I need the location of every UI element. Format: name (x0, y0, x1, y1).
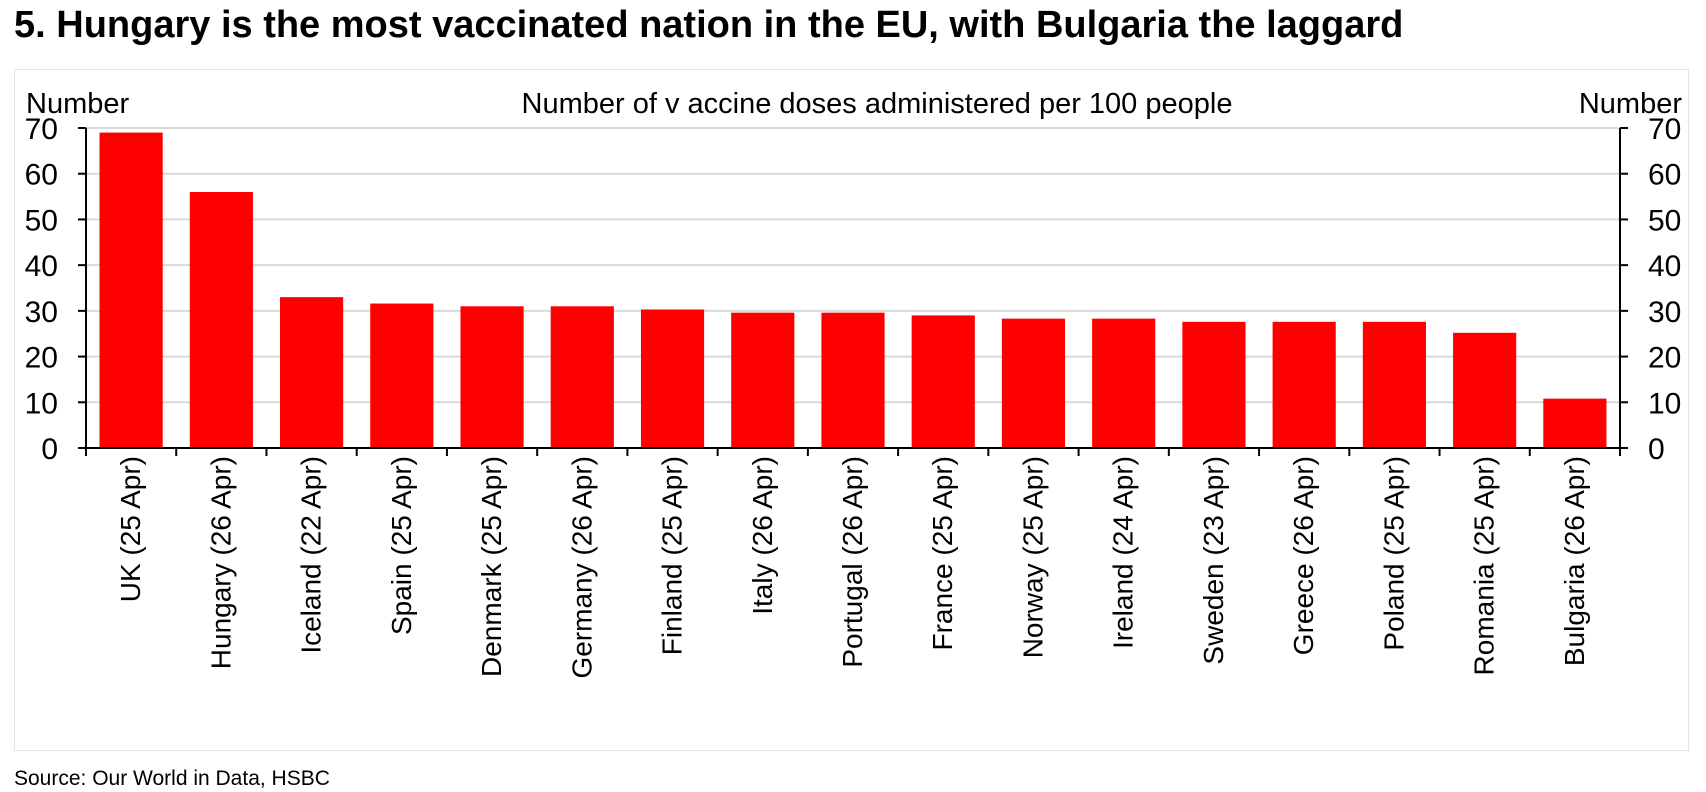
x-tick-label: Greece (26 Apr) (1288, 456, 1319, 655)
y-tick-label-left: 30 (25, 296, 58, 329)
x-tick-label: Poland (25 Apr) (1378, 456, 1409, 651)
y-tick-label-left: 10 (25, 387, 58, 420)
axes (78, 127, 1628, 456)
chart-frame (14, 69, 1689, 751)
labels: Number of v accine doses administered pe… (25, 88, 1683, 679)
y-tick-label-left: 20 (25, 342, 58, 375)
x-tick-label: Finland (25 Apr) (657, 456, 688, 655)
y-tick-label-right: 20 (1648, 342, 1681, 375)
x-tick-label: Romania (25 Apr) (1469, 456, 1500, 675)
y-tick-label-left: 70 (25, 113, 58, 146)
x-tick-label: Bulgaria (26 Apr) (1559, 456, 1590, 666)
bar (1001, 318, 1066, 448)
x-tick-label: Italy (26 Apr) (747, 456, 778, 615)
x-tick-label: Norway (25 Apr) (1017, 456, 1048, 658)
bar (1362, 321, 1426, 448)
y-tick-label-right: 30 (1648, 296, 1681, 329)
bar (1453, 332, 1517, 448)
bar (1543, 398, 1607, 448)
bar (189, 192, 253, 448)
bar (1272, 321, 1336, 448)
bar (370, 303, 434, 448)
x-tick-label: France (25 Apr) (927, 456, 958, 651)
x-tick-label: Denmark (25 Apr) (476, 456, 507, 677)
source-note: Source: Our World in Data, HSBC (14, 767, 330, 790)
y-tick-label-right: 60 (1648, 159, 1681, 192)
y-tick-label-left: 50 (25, 204, 58, 237)
x-tick-label: UK (25 Apr) (115, 456, 146, 602)
bar (460, 306, 524, 448)
bars (99, 132, 1607, 449)
bar (99, 132, 163, 449)
x-tick-label: Hungary (26 Apr) (205, 456, 236, 669)
bar (640, 309, 705, 448)
x-tick-label: Sweden (23 Apr) (1198, 456, 1229, 665)
x-tick-label: Portugal (26 Apr) (837, 456, 868, 668)
y-axis-label-right: Number (1579, 88, 1682, 120)
y-axis-label-left: Number (26, 88, 129, 120)
bar (1182, 321, 1246, 448)
bar (911, 315, 975, 448)
page-title: 5. Hungary is the most vaccinated nation… (14, 4, 1404, 46)
y-tick-label-left: 40 (25, 250, 58, 283)
y-tick-label-right: 40 (1648, 250, 1681, 283)
bar (1092, 318, 1156, 448)
x-tick-label: Ireland (24 Apr) (1108, 456, 1139, 649)
bar (280, 297, 344, 448)
chart-title: Number of v accine doses administered pe… (522, 88, 1233, 120)
bar (821, 312, 885, 448)
y-tick-label-right: 0 (1648, 433, 1665, 466)
y-tick-label-left: 0 (41, 433, 58, 466)
bar (731, 312, 795, 448)
y-tick-label-left: 60 (25, 159, 58, 192)
y-tick-label-right: 70 (1648, 113, 1681, 146)
x-tick-label: Spain (25 Apr) (386, 456, 417, 635)
x-tick-label: Iceland (22 Apr) (296, 456, 327, 654)
y-tick-label-right: 50 (1648, 204, 1681, 237)
x-tick-label: Germany (26 Apr) (566, 456, 597, 679)
y-tick-label-right: 10 (1648, 387, 1681, 420)
bar (550, 306, 614, 448)
